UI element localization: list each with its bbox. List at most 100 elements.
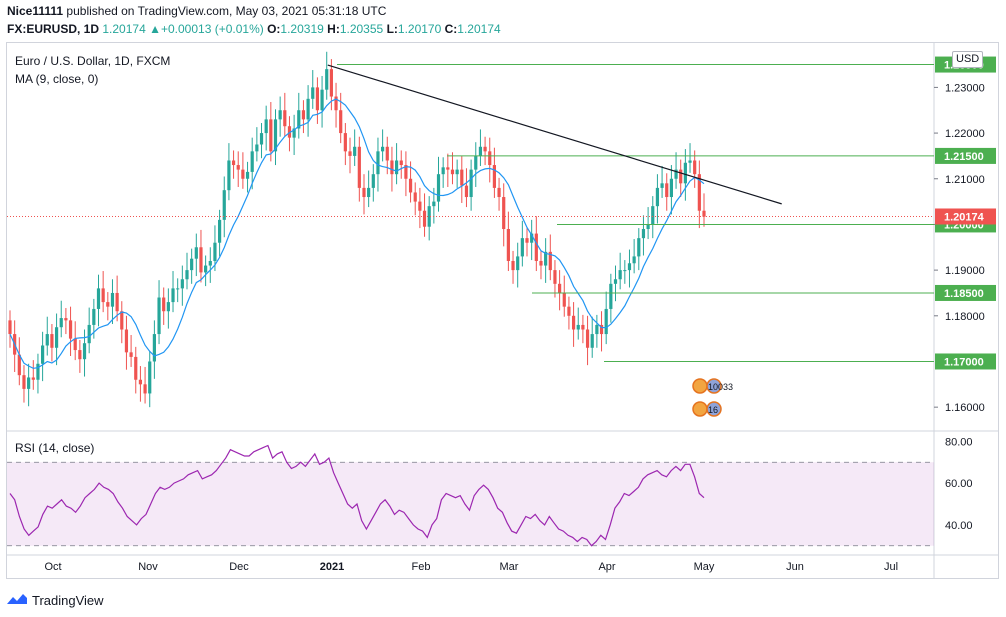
rsi-legend[interactable]: RSI (14, close) xyxy=(15,441,95,455)
candle-body xyxy=(469,169,473,198)
ma-legend[interactable]: MA (9, close, 0) xyxy=(15,72,99,86)
candle-body xyxy=(637,238,641,257)
open-value: 1.20319 xyxy=(280,22,324,36)
candle-body xyxy=(283,110,287,127)
candle-body xyxy=(199,247,203,273)
candle-body xyxy=(82,343,87,360)
candle-body xyxy=(623,270,627,272)
candle-body xyxy=(590,334,594,348)
candle-body xyxy=(231,160,236,166)
candle-body xyxy=(8,320,12,335)
candle-body xyxy=(390,160,394,175)
candle-body xyxy=(166,302,170,312)
candle-body xyxy=(381,146,385,152)
time-tick-label: Nov xyxy=(138,561,158,573)
candle-body xyxy=(665,183,669,198)
candle-body xyxy=(646,224,650,230)
price-change: +0.00013 (+0.01%) xyxy=(160,22,264,36)
candle-body xyxy=(567,306,571,316)
candle-body xyxy=(506,229,510,261)
candle-body xyxy=(334,96,338,111)
candle-body xyxy=(525,238,529,243)
candle-body xyxy=(432,201,436,207)
candle-body xyxy=(581,324,585,330)
candle-body xyxy=(604,308,608,335)
candle-body xyxy=(497,187,501,198)
candle-body xyxy=(660,183,664,188)
candle-body xyxy=(87,324,91,344)
candle-body xyxy=(250,151,254,172)
candle-body xyxy=(539,260,543,266)
candle-body xyxy=(627,263,632,271)
candle-body xyxy=(520,238,524,257)
candle-body xyxy=(571,315,576,330)
candle-body xyxy=(143,384,147,394)
candle-body xyxy=(441,167,445,175)
candle-body xyxy=(269,119,273,152)
candle-body xyxy=(185,270,189,280)
candle-body xyxy=(54,327,59,348)
candle-body xyxy=(651,206,655,225)
rsi-line xyxy=(9,444,705,547)
time-tick-label: Jul xyxy=(884,561,898,573)
candle-body xyxy=(50,334,54,348)
candle-body xyxy=(138,379,143,385)
candle-body xyxy=(315,87,320,111)
candle-body xyxy=(418,201,422,211)
price-tick-label: 1.21000 xyxy=(945,174,985,186)
candle-body xyxy=(339,110,343,134)
candle-body xyxy=(460,169,464,186)
candle-body xyxy=(353,146,357,156)
candle-body xyxy=(208,260,212,266)
price-tick-label: 1.18000 xyxy=(945,311,985,323)
candle-body xyxy=(343,133,347,152)
candle-body xyxy=(255,144,259,152)
price-tick-label: 1.16000 xyxy=(945,402,985,414)
candle-body xyxy=(329,69,333,97)
rsi-tick-label: 60.00 xyxy=(945,478,973,490)
candle-body xyxy=(204,265,208,273)
price-tick-label: 1.19000 xyxy=(945,265,985,277)
candle-body xyxy=(548,251,552,271)
candle-body xyxy=(553,270,557,284)
time-tick-label: Oct xyxy=(44,561,61,573)
last-price: 1.20174 xyxy=(102,22,146,36)
candle-body xyxy=(697,174,701,211)
candle-body xyxy=(120,311,124,330)
candle-body xyxy=(348,151,352,156)
candle-body xyxy=(618,270,622,280)
candle-body xyxy=(152,334,156,362)
chart-frame xyxy=(6,42,999,579)
symbol-label: FX:EURUSD, 1D xyxy=(7,22,100,36)
candle-body xyxy=(688,160,692,163)
candle-body xyxy=(134,356,138,380)
price-tick-label: 1.23000 xyxy=(945,82,985,94)
candle-body xyxy=(101,288,105,303)
candle-body xyxy=(227,160,231,191)
candle-body xyxy=(413,192,417,202)
tradingview-logo-icon xyxy=(7,594,27,604)
candle-body xyxy=(236,165,240,170)
candle-body xyxy=(92,308,96,325)
publish-info: Nice11111 published on TradingView.com, … xyxy=(7,4,386,18)
candle-body xyxy=(68,320,73,339)
candle-body xyxy=(427,206,431,227)
candle-body xyxy=(273,119,278,152)
candle-body xyxy=(297,110,301,129)
candle-body xyxy=(78,350,82,360)
candle-body xyxy=(534,233,538,261)
candle-body xyxy=(516,256,520,271)
candle-body xyxy=(585,329,590,348)
rsi-band xyxy=(7,462,934,546)
level-tag xyxy=(935,147,996,164)
candle-body xyxy=(64,318,68,321)
publisher-name[interactable]: Nice11111 xyxy=(7,4,64,18)
candle-body xyxy=(478,146,483,156)
currency-badge[interactable]: USD xyxy=(952,51,984,68)
candle-body xyxy=(436,174,441,202)
candle-body xyxy=(371,174,375,188)
candle-body xyxy=(502,197,506,230)
candle-body xyxy=(558,283,562,293)
candle-body xyxy=(488,151,492,166)
